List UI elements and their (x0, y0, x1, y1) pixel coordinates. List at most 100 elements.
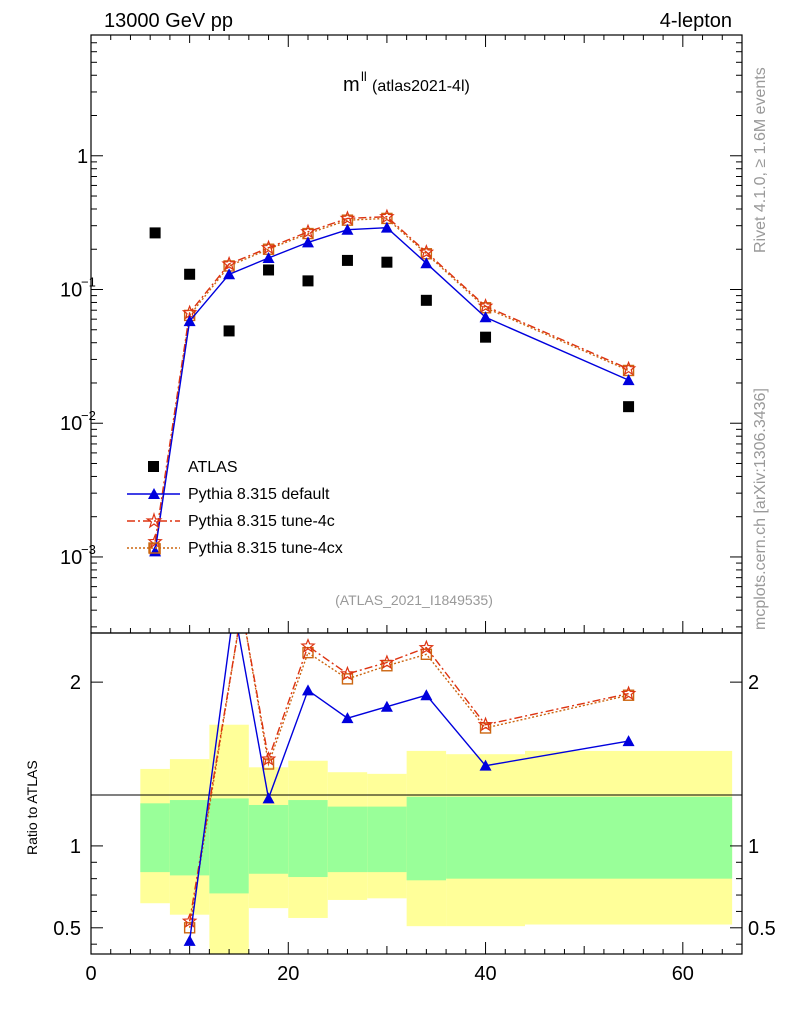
ratio-point-default (302, 684, 314, 696)
ratio-point-tune4c (339, 665, 356, 681)
main-y-tick-label: 10 (60, 279, 82, 301)
legend-label-atlas: ATLAS (188, 459, 238, 476)
band-green (406, 796, 447, 881)
ratio-point-default (262, 792, 275, 804)
band-green (446, 796, 525, 879)
main-y-tick-exponent: −1 (81, 274, 96, 289)
point-atlas (341, 254, 353, 266)
ratio-point-tune4c (418, 639, 435, 655)
legend: ATLAS Pythia 8.315 default Pythia 8.315 … (127, 459, 343, 557)
line-tune4cx (154, 217, 629, 549)
ratio-line-tune4c (188, 633, 629, 922)
point-default (622, 374, 635, 386)
ratio-y-tick-labels: 0.5 0.5 1 1 2 2 (53, 672, 776, 940)
point-atlas (149, 227, 161, 239)
point-tune4c (339, 210, 356, 226)
title-main: m (343, 74, 360, 96)
point-atlas (302, 275, 314, 287)
line-tune4c (154, 215, 629, 542)
ratio-y-tick-label-left: 2 (70, 672, 81, 694)
point-tune4c (418, 244, 435, 259)
main-y-tick-label: 10 (60, 547, 82, 569)
point-atlas (623, 401, 635, 413)
point-atlas (480, 331, 492, 343)
title-sup: ll (361, 69, 367, 84)
ratio-point-default (341, 712, 354, 724)
ratio-point-tune4cx (341, 673, 354, 685)
ratio-point-tune4cx (479, 722, 492, 734)
ratio-y-tick-label-right: 2 (748, 672, 759, 694)
title-sub: (atlas2021-4l) (372, 78, 470, 95)
point-tune4c (477, 298, 494, 313)
legend-entry-atlas: ATLAS (148, 459, 238, 476)
band-green (525, 796, 733, 879)
band-green (209, 798, 249, 894)
band-green (140, 803, 170, 873)
point-default (302, 236, 314, 248)
point-atlas (381, 256, 393, 268)
legend-label-tune4cx: Pythia 8.315 tune-4cx (188, 540, 343, 557)
plot-title: m ll (atlas2021-4l) (343, 69, 470, 96)
ratio-y-tick-label-left: 1 (70, 836, 81, 858)
legend-entry-tune4c: Pythia 8.315 tune-4c (127, 512, 335, 530)
point-tune4c (260, 239, 277, 255)
ratio-point-tune4cx (622, 689, 635, 701)
point-atlas (223, 325, 235, 337)
x-tick-labels: 0 20 40 60 (85, 963, 694, 985)
ratio-y-tick-label-right: 0.5 (748, 918, 776, 940)
ratio-series-group (181, 633, 637, 946)
ratio-y-tick-label-left: 0.5 (53, 918, 81, 940)
mcplots-label: mcplots.cern.ch [arXiv:1306.3436] (752, 388, 769, 630)
ratio-point-tune4cx (183, 922, 196, 934)
ratio-series-tune4c (181, 633, 637, 928)
series-tune4c (147, 208, 637, 549)
main-y-tick-label: 10 (60, 413, 82, 435)
series-atlas (149, 227, 635, 413)
ratio-point-tune4c (477, 716, 494, 732)
main-data (147, 208, 637, 557)
ratio-panel: 0.5 0.5 1 1 2 2 0 20 40 60 Ratio to ATLAS (24, 632, 776, 985)
point-atlas (184, 268, 196, 280)
point-default (262, 252, 275, 264)
legend-marker-tune4cx (148, 542, 160, 554)
main-y-tick-label: 1 (77, 146, 88, 168)
ratio-point-tune4c (379, 654, 395, 670)
main-y-tick-labels: 110−110−210−3 (60, 146, 96, 569)
band-green (367, 806, 407, 873)
point-tune4c (221, 255, 237, 271)
ratio-point-default (420, 689, 433, 701)
ratio-series-default (183, 633, 635, 946)
energy-label: 13000 GeV pp (104, 10, 233, 32)
ratio-point-tune4cx (420, 648, 433, 660)
ratio-point-default (380, 700, 393, 712)
main-y-tick-exponent: −3 (81, 542, 96, 557)
main-panel: 110−110−210−3 (60, 34, 743, 634)
ratio-ticks (90, 681, 742, 954)
legend-marker-atlas (148, 461, 159, 472)
ratio-frame (90, 632, 743, 955)
line-default (154, 226, 629, 552)
ratio-point-default (479, 759, 492, 771)
point-default (341, 223, 354, 235)
point-tune4c (147, 533, 163, 549)
point-default (183, 315, 196, 327)
x-tick-label: 20 (277, 963, 299, 985)
ratio-point-tune4cx (381, 660, 393, 672)
point-tune4c (620, 360, 637, 376)
ratio-y-axis-label: Ratio to ATLAS (24, 760, 40, 855)
rivet-label: Rivet 4.1.0, ≥ 1.6M events (752, 67, 769, 253)
ratio-data (181, 633, 637, 946)
ratio-point-tune4c (181, 913, 198, 928)
ratio-point-default (622, 735, 635, 747)
point-atlas (420, 294, 432, 306)
ratio-point-tune4c (260, 750, 277, 766)
ratio-bands (140, 724, 733, 954)
point-tune4c (379, 208, 395, 224)
ratio-point-tune4c (620, 685, 637, 701)
main-y-tick-exponent: −2 (81, 408, 96, 423)
band-green (327, 806, 368, 873)
channel-label: 4-lepton (660, 10, 732, 32)
legend-entry-tune4cx: Pythia 8.315 tune-4cx (127, 540, 343, 557)
point-default (420, 257, 433, 269)
